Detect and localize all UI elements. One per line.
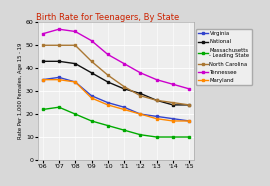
Text: Birth Rate for Teenagers, By State: Birth Rate for Teenagers, By State xyxy=(36,13,180,22)
Y-axis label: Rate Per 1,000 Females, Age 15 - 19: Rate Per 1,000 Females, Age 15 - 19 xyxy=(18,43,23,139)
Legend: Virginia, National, Massachusetts
- Leading State, North Carolina, Tennessee, Ma: Virginia, National, Massachusetts - Lead… xyxy=(196,29,252,85)
